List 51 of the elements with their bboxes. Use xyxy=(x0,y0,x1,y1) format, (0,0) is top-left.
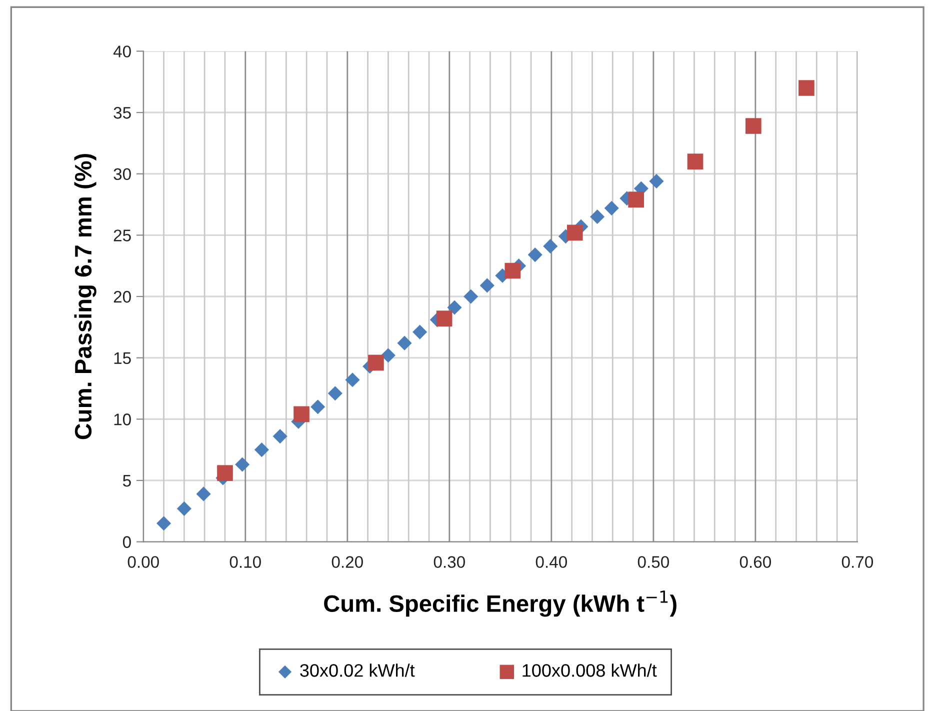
point xyxy=(345,372,360,388)
y-tick-label: 30 xyxy=(114,168,131,180)
point xyxy=(368,354,384,371)
x-tick-label: 0.00 xyxy=(128,556,159,568)
x-tick-label: 0.20 xyxy=(332,556,363,568)
point xyxy=(254,442,269,458)
point xyxy=(628,192,644,208)
point xyxy=(798,80,814,96)
point xyxy=(528,248,542,262)
point xyxy=(380,348,396,363)
y-tick-label: 10 xyxy=(114,414,131,426)
point xyxy=(397,336,412,350)
point xyxy=(217,465,233,482)
point xyxy=(464,289,478,304)
y-tick-label: 5 xyxy=(122,475,131,487)
point xyxy=(745,118,762,134)
point xyxy=(235,457,250,472)
point xyxy=(436,310,452,326)
point xyxy=(294,406,310,422)
point xyxy=(328,386,342,401)
point xyxy=(590,209,605,224)
point xyxy=(504,262,521,279)
point xyxy=(156,516,172,531)
point xyxy=(480,278,494,293)
x-tick-label: 0.50 xyxy=(638,556,669,568)
point xyxy=(543,238,558,254)
point xyxy=(604,200,619,216)
x-tick-label: 0.40 xyxy=(536,556,567,568)
point xyxy=(687,154,704,170)
point xyxy=(196,486,211,502)
x-tick-label: 0.10 xyxy=(230,556,261,568)
x-axis-title: Cum. Specific Energy (kWh t$^{−1}$) xyxy=(324,590,676,617)
legend-label: 30x0.02 kWh/t xyxy=(300,664,415,677)
legend-label: 100x0.008 kWh/t xyxy=(522,664,657,677)
x-tick-label: 0.30 xyxy=(434,556,465,568)
point xyxy=(272,429,288,444)
y-axis-title: Cum. Passing 6.7 mm (%) xyxy=(74,154,96,440)
x-tick-label: 0.60 xyxy=(740,556,772,568)
point xyxy=(649,174,664,188)
y-tick-label: 40 xyxy=(113,46,131,58)
point xyxy=(176,501,192,516)
point xyxy=(412,324,428,340)
point xyxy=(310,400,326,414)
y-tick-label: 15 xyxy=(114,352,131,364)
point xyxy=(566,224,583,241)
y-tick-label: 20 xyxy=(114,290,131,303)
y-tick-label: 25 xyxy=(114,230,131,242)
x-tick-label: 0.70 xyxy=(842,556,874,568)
y-tick-label: 35 xyxy=(114,106,131,119)
y-tick-label: 0 xyxy=(122,536,131,548)
point xyxy=(447,300,462,315)
